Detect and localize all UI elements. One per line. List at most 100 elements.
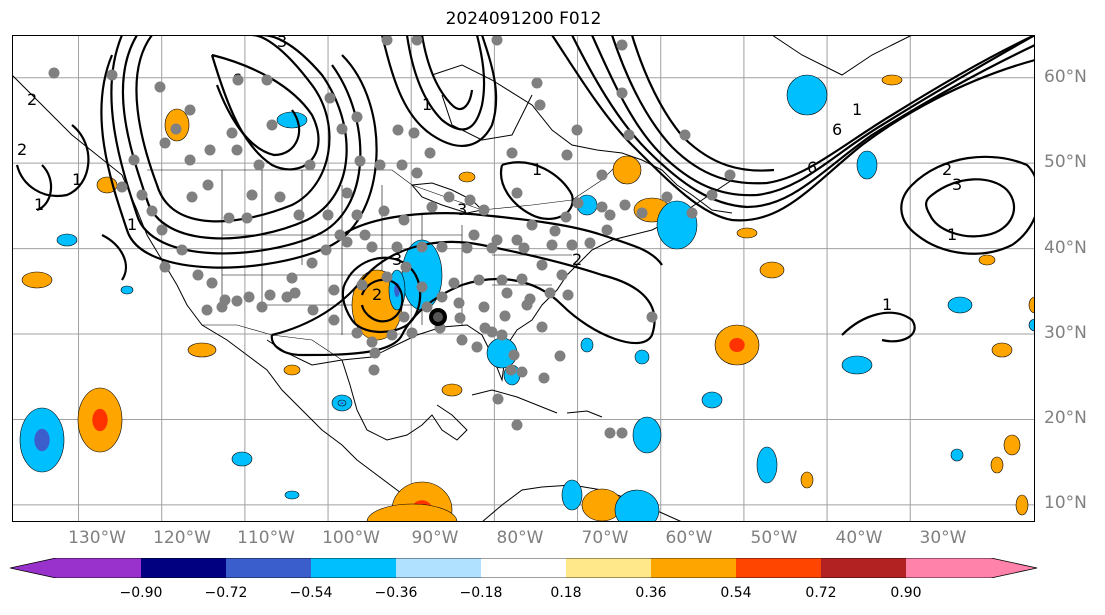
hurricane-center-inner xyxy=(433,312,443,322)
station-marker xyxy=(128,154,140,166)
station-marker xyxy=(679,129,691,141)
colorbar-tick-label: 0.36 xyxy=(635,585,667,601)
station-marker xyxy=(486,326,498,338)
station-marker xyxy=(366,336,378,348)
contour-line xyxy=(551,35,1035,222)
station-marker xyxy=(561,149,573,161)
lon-label-120w: 120°W xyxy=(153,528,211,548)
contour-label: 3 xyxy=(392,250,402,269)
station-marker xyxy=(369,347,381,359)
station-marker xyxy=(491,234,503,246)
station-marker xyxy=(411,35,423,46)
colorbar-segment xyxy=(821,558,906,578)
station-marker xyxy=(538,372,550,384)
negative-anomaly-region xyxy=(786,74,828,116)
contour-label: 2 xyxy=(17,140,27,159)
station-marker xyxy=(616,39,628,51)
station-marker xyxy=(186,191,198,203)
colorbar-segment xyxy=(566,558,651,578)
colorbar xyxy=(10,558,1038,578)
station-marker xyxy=(231,144,243,156)
colorbar-tick-label: −0.18 xyxy=(459,585,503,601)
station-marker xyxy=(421,301,433,313)
mexico-coast xyxy=(341,359,468,441)
station-marker xyxy=(307,304,319,316)
colorbar-extend-high xyxy=(991,558,1037,578)
station-marker xyxy=(328,314,340,326)
map-title: 2024091200 F012 xyxy=(445,9,602,29)
station-marker xyxy=(478,301,490,313)
negative-anomaly-region xyxy=(1028,318,1035,332)
contour-line xyxy=(341,212,663,266)
station-marker xyxy=(243,291,255,303)
contour-label: 6 xyxy=(832,120,842,139)
station-marker xyxy=(596,169,608,181)
station-marker xyxy=(623,129,635,141)
station-marker xyxy=(400,261,412,273)
negative-anomaly-region xyxy=(580,337,594,353)
negative-anomaly-region xyxy=(947,296,973,314)
colorbar-tick-label: −0.72 xyxy=(204,585,248,601)
station-marker xyxy=(391,241,403,253)
positive-anomaly-region xyxy=(1003,434,1021,456)
positive-anomaly-region xyxy=(1028,296,1035,314)
colorbar-segment xyxy=(396,558,481,578)
station-marker xyxy=(106,69,118,81)
contour-label: 3 xyxy=(457,200,467,219)
station-marker xyxy=(320,244,332,256)
station-marker xyxy=(266,119,278,131)
positive-anomaly-region xyxy=(1015,494,1029,516)
positive-anomaly-region xyxy=(612,155,642,185)
contour-line xyxy=(36,164,53,212)
station-marker xyxy=(359,229,371,241)
station-marker xyxy=(304,159,316,171)
contour-label: 3 xyxy=(952,175,962,194)
contour-line xyxy=(15,124,90,198)
station-marker xyxy=(374,159,386,171)
station-marker xyxy=(604,209,616,221)
shaded-regions xyxy=(19,74,1035,522)
colorbar-segment xyxy=(226,558,311,578)
station-marker xyxy=(341,236,353,248)
lon-label-70w: 70°W xyxy=(581,528,629,548)
contour-label: 2 xyxy=(27,90,37,109)
positive-anomaly-region xyxy=(990,456,1004,474)
station-marker xyxy=(536,321,548,333)
station-marker xyxy=(176,244,188,256)
station-marker xyxy=(116,181,128,193)
station-marker xyxy=(253,159,265,171)
station-marker xyxy=(334,229,346,241)
canada-coast xyxy=(431,64,733,214)
greenland xyxy=(771,35,913,76)
station-marker xyxy=(461,242,473,254)
colorbar-tick-label: 0.54 xyxy=(720,585,752,601)
station-marker xyxy=(336,123,348,135)
station-marker xyxy=(534,99,546,111)
positive-anomaly-region xyxy=(800,471,814,489)
negative-anomaly-region xyxy=(701,391,723,409)
station-marker xyxy=(456,334,468,346)
positive-anomaly-region xyxy=(759,261,785,279)
colorbar-segment xyxy=(651,558,736,578)
station-marker xyxy=(516,273,528,285)
station-marker xyxy=(156,224,168,236)
station-marker xyxy=(256,301,268,313)
station-marker xyxy=(544,287,556,299)
station-marker xyxy=(232,74,244,86)
contour-line xyxy=(900,155,1035,255)
station-marker xyxy=(619,199,631,211)
station-marker xyxy=(521,299,533,311)
station-marker xyxy=(286,272,298,284)
positive-anomaly-region xyxy=(881,74,903,86)
anomaly-core xyxy=(34,428,50,452)
colorbar-tick-label: 0.18 xyxy=(550,585,582,601)
contour-label: 1 xyxy=(34,195,44,214)
negative-anomaly-region xyxy=(120,285,134,295)
station-marker xyxy=(506,147,518,159)
contour-labels: 36111123112326612123 xyxy=(17,35,962,314)
negative-anomaly-region xyxy=(632,416,662,454)
lon-label-60w: 60°W xyxy=(665,528,713,548)
colorbar-tick-label: −0.54 xyxy=(289,585,333,601)
negative-anomaly-region xyxy=(634,349,650,365)
hispaniola xyxy=(566,410,603,418)
